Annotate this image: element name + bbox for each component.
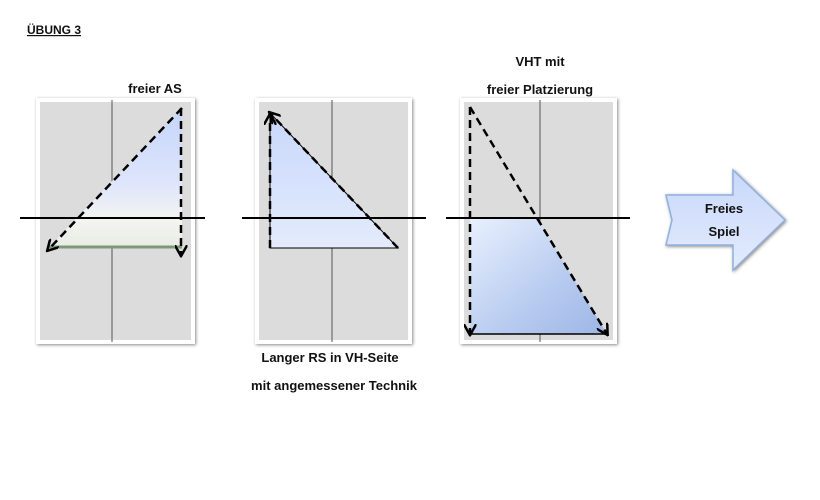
drill-label: Langer RS in VH-Seite xyxy=(261,350,398,365)
court-1: freier AS xyxy=(20,81,205,344)
arrow xyxy=(468,106,607,334)
drill-label: mit angemessener Technik xyxy=(251,378,418,393)
arrow xyxy=(270,113,399,249)
drill-label: VHT mit xyxy=(515,54,565,69)
drill-label: freier Platzierung xyxy=(487,82,593,97)
arrow xyxy=(48,107,183,250)
court-2: Langer RS in VH-Seite mit angemessener T… xyxy=(242,98,426,393)
final-label: Freies xyxy=(705,201,743,216)
shot-area xyxy=(470,218,607,334)
title: ÜBUNG 3 xyxy=(27,22,81,37)
final-step: Freies Spiel xyxy=(665,168,787,272)
court-3: VHT mit freier Platzierung xyxy=(446,54,630,344)
drill-label: freier AS xyxy=(128,81,182,96)
arrow-shape xyxy=(665,168,787,272)
final-label: Spiel xyxy=(708,224,739,239)
